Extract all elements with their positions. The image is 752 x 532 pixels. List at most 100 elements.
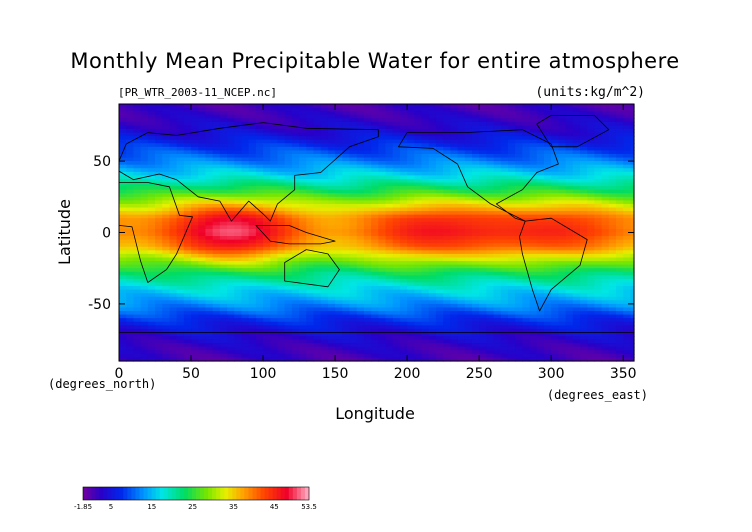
heatmap-cell (327, 168, 336, 173)
heatmap-cell (457, 293, 466, 298)
heatmap-cell (493, 275, 502, 280)
heatmap-cell (277, 161, 286, 166)
heatmap-cell (371, 200, 379, 205)
heatmap-cell (486, 339, 495, 344)
heatmap-cell (327, 157, 336, 162)
heatmap-cell (327, 246, 336, 251)
heatmap-cell (126, 171, 134, 176)
heatmap-cell (543, 307, 552, 312)
heatmap-cell (241, 339, 250, 344)
heatmap-cell (342, 250, 351, 255)
heatmap-cell (407, 332, 415, 337)
heatmap-cell (126, 300, 134, 305)
heatmap-cell (363, 339, 372, 344)
heatmap-cell (479, 318, 487, 323)
heatmap-cell (558, 128, 567, 134)
heatmap-cell (349, 107, 358, 112)
heatmap-cell (284, 132, 293, 137)
heatmap-cell (198, 196, 207, 201)
heatmap-cell (255, 193, 264, 198)
heatmap-cell (363, 336, 372, 341)
heatmap-cell (543, 336, 552, 341)
heatmap-cell (500, 139, 509, 144)
heatmap-cell (543, 225, 552, 230)
heatmap-cell (536, 232, 545, 237)
heatmap-cell (133, 303, 142, 309)
heatmap-cell (507, 325, 516, 330)
heatmap-cell (529, 325, 538, 330)
heatmap-cell (133, 328, 142, 334)
heatmap-cell (543, 164, 552, 169)
heatmap-cell (378, 311, 387, 316)
heatmap-cell (205, 332, 214, 337)
heatmap-cell (162, 296, 171, 301)
heatmap-cell (493, 168, 502, 173)
heatmap-cell (306, 289, 315, 294)
heatmap-cell (155, 157, 163, 162)
heatmap-cell (414, 175, 423, 180)
heatmap-cell (263, 211, 271, 216)
heatmap-cell (543, 136, 552, 141)
heatmap-cell (363, 246, 372, 251)
heatmap-cell (335, 339, 343, 344)
heatmap-cell (385, 282, 394, 287)
heatmap-cell (630, 114, 635, 119)
heatmap-cell (212, 193, 221, 198)
heatmap-cell (464, 232, 473, 237)
heatmap-cell (198, 239, 207, 244)
heatmap-cell (601, 186, 610, 191)
heatmap-cell (486, 268, 495, 273)
heatmap-cell (414, 121, 423, 127)
heatmap-cell (349, 253, 358, 259)
heatmap-cell (284, 282, 293, 287)
heatmap-cell (551, 314, 559, 319)
heatmap-cell (457, 168, 466, 173)
heatmap-cell (435, 118, 444, 123)
heatmap-cell (147, 136, 156, 141)
heatmap-cell (543, 232, 552, 237)
heatmap-cell (342, 200, 351, 205)
heatmap-cell (594, 203, 603, 209)
heatmap-cell (543, 211, 552, 216)
heatmap-cell (457, 214, 466, 219)
heatmap-cell (140, 321, 149, 326)
heatmap-cell (133, 300, 142, 305)
heatmap-cell (551, 271, 559, 276)
heatmap-cell (363, 157, 372, 162)
heatmap-cell (162, 161, 171, 166)
heatmap-cell (378, 328, 387, 334)
heatmap-cell (241, 171, 250, 176)
heatmap-cell (414, 332, 423, 337)
heatmap-cell (126, 239, 134, 244)
heatmap-cell (385, 307, 394, 312)
heatmap-cell (306, 264, 315, 269)
heatmap-cell (241, 114, 250, 119)
heatmap-cell (335, 271, 343, 276)
heatmap-cell (414, 311, 423, 316)
heatmap-cell (522, 200, 531, 205)
heatmap-cell (306, 275, 315, 280)
heatmap-cell (191, 232, 199, 237)
heatmap-cell (579, 121, 588, 127)
heatmap-cell (565, 143, 574, 148)
heatmap-cell (543, 128, 552, 134)
heatmap-cell (320, 328, 329, 334)
heatmap-cell (399, 189, 408, 194)
heatmap-cell (212, 128, 221, 134)
heatmap-cell (428, 318, 437, 323)
heatmap-cell (248, 250, 257, 255)
heatmap-cell (277, 121, 286, 127)
heatmap-cell (479, 121, 487, 127)
heatmap-cell (558, 286, 567, 291)
heatmap-cell (378, 232, 387, 237)
heatmap-cell (608, 228, 617, 234)
heatmap-cell (327, 243, 336, 248)
heatmap-cell (284, 303, 293, 309)
heatmap-cell (277, 339, 286, 344)
heatmap-cell (507, 293, 516, 298)
heatmap-cell (313, 278, 322, 284)
heatmap-cell (529, 171, 538, 176)
heatmap-cell (198, 225, 207, 230)
heatmap-cell (335, 314, 343, 319)
heatmap-cell (313, 168, 322, 173)
